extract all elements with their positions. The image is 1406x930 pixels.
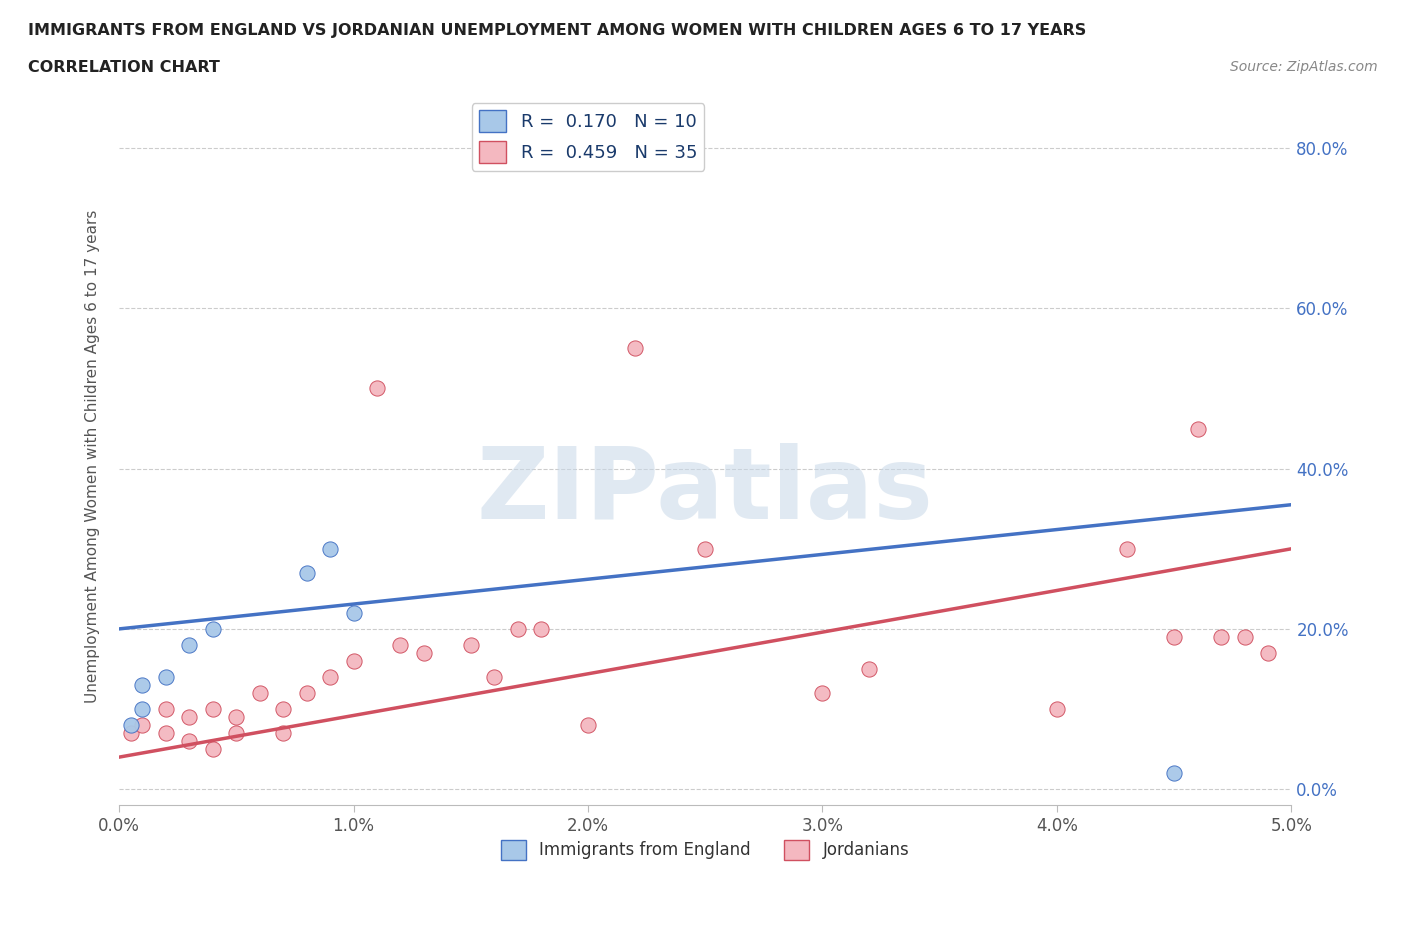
Point [120, 725, 142, 740]
Point [1163, 630, 1185, 644]
Text: IMMIGRANTS FROM ENGLAND VS JORDANIAN UNEMPLOYMENT AMONG WOMEN WITH CHILDREN AGES: IMMIGRANTS FROM ENGLAND VS JORDANIAN UNE… [28, 23, 1087, 38]
Y-axis label: Unemployment Among Women with Children Ages 6 to 17 years: Unemployment Among Women with Children A… [86, 210, 100, 703]
Point [201, 742, 224, 757]
Text: CORRELATION CHART: CORRELATION CHART [28, 60, 219, 75]
Point [225, 725, 247, 740]
Point [179, 710, 201, 724]
Point [120, 718, 142, 733]
Point [155, 725, 177, 740]
Point [695, 541, 717, 556]
Point [460, 637, 482, 652]
Point [576, 718, 599, 733]
Point [319, 670, 342, 684]
Point [484, 670, 506, 684]
Point [295, 565, 318, 580]
Point [342, 654, 364, 669]
Point [155, 701, 177, 716]
Point [858, 661, 880, 676]
Point [295, 685, 318, 700]
Point [179, 734, 201, 749]
Point [1116, 541, 1139, 556]
Point [506, 621, 529, 636]
Point [342, 605, 364, 620]
Point [1257, 645, 1279, 660]
Point [1211, 630, 1233, 644]
Legend: Immigrants from England, Jordanians: Immigrants from England, Jordanians [495, 833, 917, 867]
Point [319, 541, 342, 556]
Text: Source: ZipAtlas.com: Source: ZipAtlas.com [1230, 60, 1378, 74]
Point [271, 725, 294, 740]
Point [131, 718, 153, 733]
Point [201, 701, 224, 716]
Point [624, 341, 647, 356]
Point [131, 701, 153, 716]
Point [1163, 765, 1185, 780]
Point [249, 685, 271, 700]
Text: ZIPatlas: ZIPatlas [477, 443, 934, 540]
Point [179, 637, 201, 652]
Point [155, 670, 177, 684]
Point [201, 621, 224, 636]
Point [131, 678, 153, 693]
Point [271, 701, 294, 716]
Point [1233, 630, 1256, 644]
Point [412, 645, 434, 660]
Point [1046, 701, 1069, 716]
Point [1187, 421, 1209, 436]
Point [811, 685, 834, 700]
Point [389, 637, 412, 652]
Point [366, 381, 388, 396]
Point [225, 710, 247, 724]
Point [530, 621, 553, 636]
